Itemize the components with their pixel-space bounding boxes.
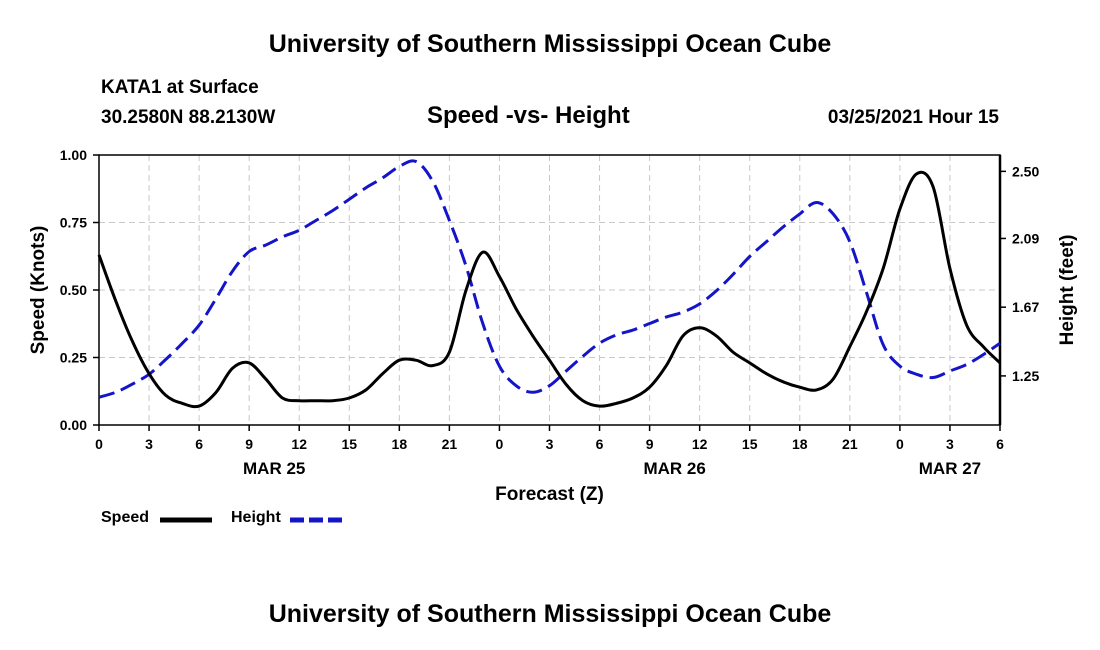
legend-speed-swatch — [160, 517, 212, 523]
x-day-label: MAR 26 — [643, 459, 705, 478]
legend-height-swatch — [290, 517, 342, 523]
y2-axis-label: Height (feet) — [1057, 235, 1078, 346]
x-tick-label: 12 — [291, 436, 307, 452]
y-tick-label: 0.50 — [60, 282, 87, 298]
x-day-label: MAR 27 — [919, 459, 981, 478]
legend-speed-label: Speed — [101, 509, 150, 526]
forecast-datetime: 03/25/2021 Hour 15 — [827, 107, 999, 128]
x-tick-label: 6 — [996, 436, 1004, 452]
x-tick-label: 6 — [195, 436, 203, 452]
x-tick-label: 15 — [742, 436, 758, 452]
footer-title: University of Southern Mississippi Ocean… — [268, 600, 832, 628]
speed-series-line — [97, 170, 1002, 409]
x-tick-label: 21 — [442, 436, 458, 452]
x-tick-label: 0 — [496, 436, 504, 452]
x-tick-label: 0 — [95, 436, 103, 452]
chart-title: Speed -vs- Height — [427, 102, 630, 129]
x-tick-label: 21 — [842, 436, 858, 452]
x-tick-label: 9 — [646, 436, 654, 452]
x-tick-label: 9 — [245, 436, 253, 452]
station-coordinates: 30.2580N 88.2130W — [101, 107, 276, 128]
x-axis-label: Forecast (Z) — [495, 484, 604, 505]
x-tick-label: 15 — [341, 436, 357, 452]
y2-tick-label: 1.67 — [1012, 299, 1039, 315]
y2-tick-label: 2.09 — [1012, 230, 1039, 246]
page-title: University of Southern Mississippi Ocean… — [268, 30, 832, 58]
x-tick-label: 3 — [145, 436, 153, 452]
y-axis-label: Speed (Knots) — [28, 226, 49, 355]
x-day-label: MAR 25 — [243, 459, 305, 478]
x-tick-label: 18 — [792, 436, 808, 452]
x-tick-label: 12 — [692, 436, 708, 452]
y-tick-label: 0.75 — [60, 215, 87, 231]
legend-height-label: Height — [231, 509, 281, 526]
x-tick-label: 6 — [596, 436, 604, 452]
y-tick-label: 0.00 — [60, 417, 87, 433]
x-tick-label: 3 — [946, 436, 954, 452]
y-tick-label: 1.00 — [60, 147, 87, 163]
y2-tick-label: 1.25 — [1012, 368, 1039, 384]
x-tick-label: 18 — [392, 436, 408, 452]
y2-tick-label: 2.50 — [1012, 163, 1039, 179]
x-tick-label: 0 — [896, 436, 904, 452]
y-tick-label: 0.25 — [60, 350, 87, 366]
x-tick-label: 3 — [546, 436, 554, 452]
height-series-line — [98, 159, 1001, 399]
station-label: KATA1 at Surface — [101, 77, 259, 98]
